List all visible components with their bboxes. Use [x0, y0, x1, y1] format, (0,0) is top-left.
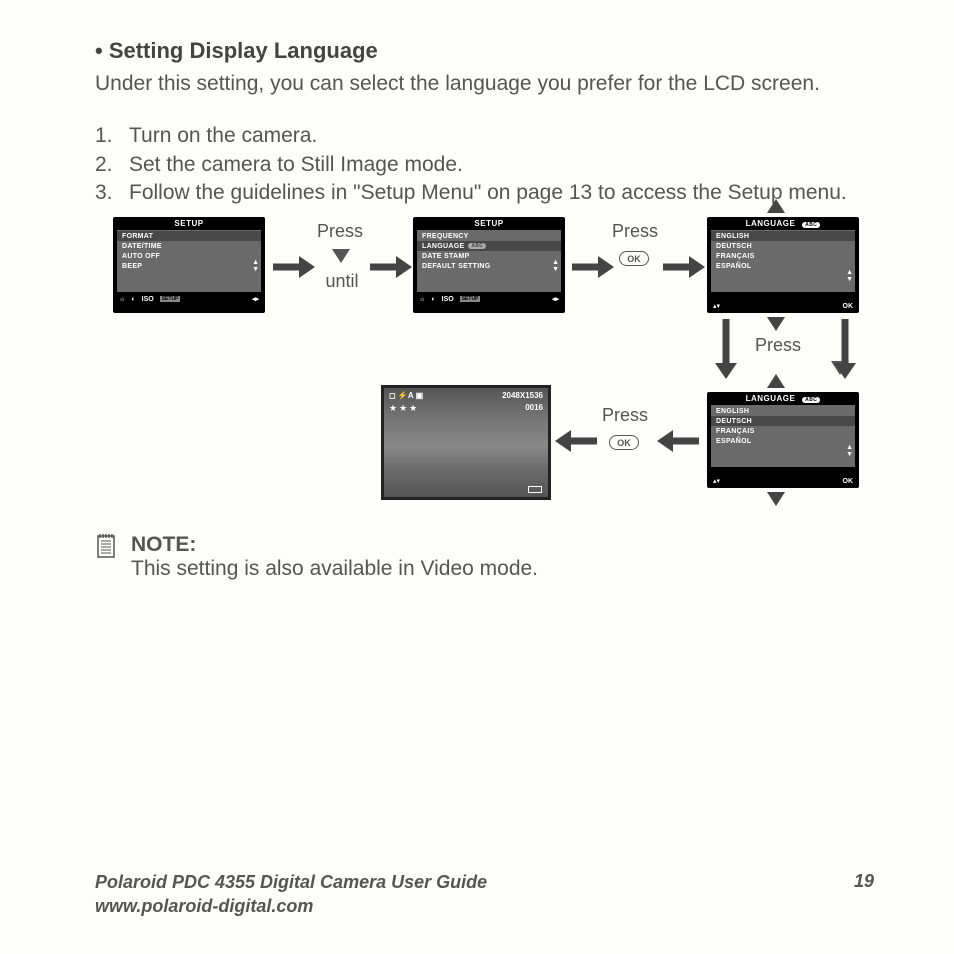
note-text: This setting is also available in Video … [131, 557, 538, 580]
menu-item: FORMAT [117, 231, 261, 241]
leftright-icon: ◂▸ [252, 295, 259, 303]
updown-footer-icon: ▴▾ [713, 477, 720, 485]
screen-title: LANGUAGE ABC [707, 217, 859, 230]
ok-button-icon: OK [619, 251, 649, 266]
abc-badge: ABC [468, 243, 486, 249]
arrow-right-icon [663, 255, 705, 279]
menu-item: AUTO OFF [117, 251, 261, 261]
section-heading: • Setting Display Language [95, 38, 874, 64]
shot-count: 0016 [525, 403, 543, 412]
page-number: 19 [854, 871, 874, 918]
menu-item: FRANÇAIS [711, 426, 855, 436]
menu-item: DATE STAMP [417, 251, 561, 261]
flash-icon: ⚡A [398, 391, 413, 400]
arrow-right-icon [572, 255, 614, 279]
menu-item: DEUTSCH [711, 241, 855, 251]
intro-text: Under this setting, you can select the l… [95, 70, 874, 98]
updown-icon: ▲▼ [552, 259, 559, 273]
footer-url: www.polaroid-digital.com [95, 895, 487, 918]
arrow-left-icon [657, 429, 699, 453]
page-footer: Polaroid PDC 4355 Digital Camera User Gu… [95, 871, 874, 918]
menu-item: DATE/TIME [117, 241, 261, 251]
arrow-down-icon [714, 319, 738, 379]
press-label: Press [755, 335, 801, 356]
updown-icon: ▲▼ [846, 269, 853, 283]
until-label: until [317, 271, 367, 292]
setup-screen-1: SETUP FORMAT DATE/TIME AUTO OFF BEEP ▲▼ … [113, 217, 265, 313]
arrow-up-icon [767, 374, 785, 388]
menu-item: BEEP [117, 261, 261, 271]
menu-item: FRANÇAIS [711, 251, 855, 261]
menu-item: ESPAÑOL [711, 261, 855, 271]
camera-icon: ◻ [389, 391, 396, 400]
setup-tag: SETUP [160, 296, 181, 302]
abc-badge: ABC [802, 397, 820, 403]
mode-icon: ▣ [416, 391, 424, 400]
updown-icon: ▲▼ [252, 259, 259, 273]
brightness-icon: ☼ [119, 296, 125, 303]
ok-footer: OK [843, 303, 854, 310]
screen-title: SETUP [113, 217, 265, 230]
arrow-left-icon [555, 429, 597, 453]
press-label: Press [310, 221, 370, 242]
iso-label: ISO [142, 296, 154, 303]
language-screen-2: LANGUAGE ABC ENGLISH DEUTSCH FRANÇAIS ES… [707, 392, 859, 488]
down-triangle-icon [332, 249, 350, 263]
arrow-down-icon [767, 492, 785, 506]
press-label: Press [595, 405, 655, 426]
abc-badge: ABC [802, 222, 820, 228]
screen-title: LANGUAGE ABC [707, 392, 859, 405]
press-label: Press [605, 221, 665, 242]
footer-title: Polaroid PDC 4355 Digital Camera User Gu… [95, 871, 487, 894]
menu-item: ESPAÑOL [711, 436, 855, 446]
updown-icon: ▲▼ [846, 444, 853, 458]
contrast-icon: ◐ [131, 296, 135, 303]
camera-preview-screen: ◻ ⚡A ▣ 2048X1536 ★★★ 0016 [381, 385, 551, 500]
screen-title: SETUP [413, 217, 565, 230]
step-text: Set the camera to Still Image mode. [129, 151, 874, 179]
step-text: Turn on the camera. [129, 122, 874, 150]
contrast-icon: ◐ [431, 296, 435, 303]
flow-diagram: SETUP FORMAT DATE/TIME AUTO OFF BEEP ▲▼ … [95, 217, 874, 527]
ok-button-icon: OK [609, 435, 639, 450]
setup-tag: SETUP [460, 296, 481, 302]
menu-item: DEUTSCH [711, 416, 855, 426]
step-num: 3. [95, 179, 129, 207]
menu-item: FREQUENCY [417, 231, 561, 241]
step-num: 2. [95, 151, 129, 179]
steps-list: 1.Turn on the camera. 2.Set the camera t… [95, 122, 874, 207]
brightness-icon: ☼ [419, 296, 425, 303]
arrow-down-icon [833, 319, 857, 379]
menu-item: LANGUAGEABC [417, 241, 561, 251]
note-icon [95, 533, 117, 581]
step-num: 1. [95, 122, 129, 150]
battery-icon [528, 486, 542, 493]
menu-item: DEFAULT SETTING [417, 261, 561, 271]
step-text: Follow the guidelines in "Setup Menu" on… [129, 179, 874, 207]
iso-label: ISO [442, 296, 454, 303]
menu-item: ENGLISH [711, 406, 855, 416]
arrow-down-icon [767, 317, 785, 331]
leftright-icon: ◂▸ [552, 295, 559, 303]
resolution-text: 2048X1536 [502, 391, 543, 400]
quality-stars: ★★★ [389, 403, 419, 414]
updown-footer-icon: ▴▾ [713, 302, 720, 310]
language-screen-1: LANGUAGE ABC ENGLISH DEUTSCH FRANÇAIS ES… [707, 217, 859, 313]
ok-footer: OK [843, 478, 854, 485]
note-label: NOTE: [131, 533, 196, 556]
setup-screen-2: SETUP FREQUENCY LANGUAGEABC DATE STAMP D… [413, 217, 565, 313]
menu-item: ENGLISH [711, 231, 855, 241]
arrow-right-icon [273, 255, 315, 279]
arrow-up-icon [767, 199, 785, 213]
arrow-right-icon [370, 255, 412, 279]
